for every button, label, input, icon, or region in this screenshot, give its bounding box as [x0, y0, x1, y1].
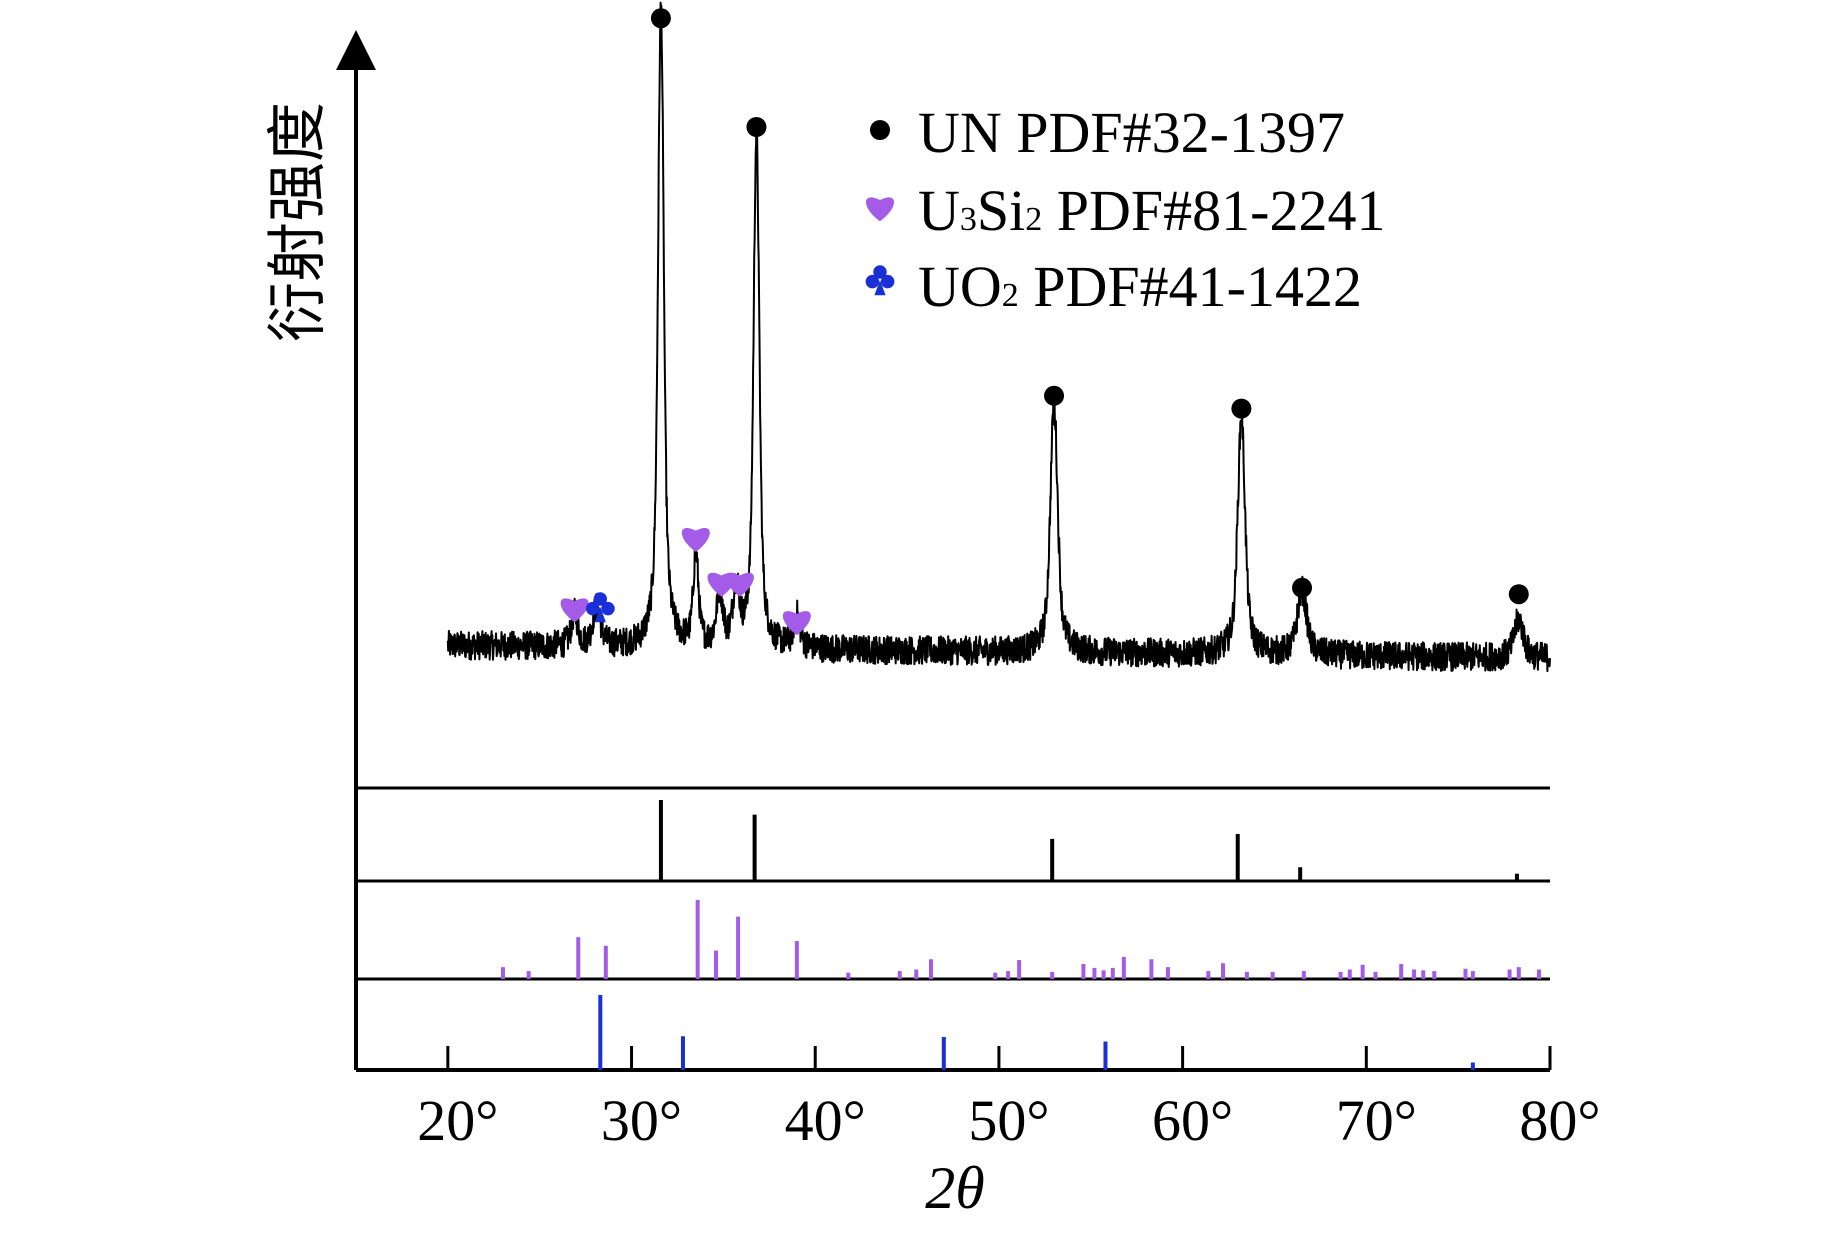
club-lobe — [865, 274, 880, 289]
x-tick-label: 70° — [1336, 1088, 1417, 1153]
legend-heart-icon — [865, 197, 895, 222]
x-tick-label: 50° — [968, 1088, 1049, 1153]
reference-pattern-2 — [500, 900, 1541, 979]
club-lobe — [593, 592, 608, 606]
x-tick-label: 40° — [785, 1088, 866, 1153]
measured-pattern — [446, 1, 1551, 673]
reference-pattern-3 — [598, 995, 1475, 1070]
legend-label-part: U — [918, 178, 960, 243]
legend-label: U3Si2 PDF#81-2241 — [918, 178, 1385, 243]
legend-label-part: UO — [918, 254, 1002, 319]
un-peak-marker — [650, 8, 671, 29]
club-lobe — [585, 601, 600, 616]
u3si2-peak-marker — [782, 611, 811, 636]
legend-label-part: Si — [977, 178, 1025, 243]
legend-label: UN PDF#32-1397 — [918, 100, 1345, 165]
u3si2-peak-marker — [681, 527, 710, 552]
peak-markers — [560, 8, 1529, 636]
legend-label-part: 2 — [1025, 201, 1042, 238]
legend-label-part: 3 — [960, 201, 977, 238]
x-tick-label: 30° — [601, 1088, 682, 1153]
reference-pattern-1 — [658, 800, 1519, 881]
x-ticks: 20° 30° 40° 50° 60° 70° 80° — [417, 1046, 1601, 1153]
club-stem — [874, 280, 886, 296]
legend-label-part: UN PDF#32-1397 — [918, 100, 1345, 165]
un-peak-marker — [1292, 577, 1313, 598]
legend-label-part: PDF#41-1422 — [1019, 254, 1362, 319]
legend-label-part: PDF#81-2241 — [1042, 178, 1385, 243]
un-peak-marker — [746, 117, 767, 137]
legend-label-part: 2 — [1002, 277, 1019, 314]
x-tick-label: 20° — [417, 1088, 498, 1153]
uo2-peak-marker — [585, 592, 615, 623]
club-lobe — [880, 274, 895, 289]
y-axis-arrow — [336, 30, 376, 70]
x-tick-label: 80° — [1519, 1088, 1600, 1153]
un-peak-marker — [1231, 398, 1252, 419]
legend-label: UO2 PDF#41-1422 — [918, 254, 1362, 319]
y-axis-label: 衍射强度 — [265, 102, 331, 342]
x-tick-label: 60° — [1152, 1088, 1233, 1153]
club-lobe — [873, 265, 887, 279]
x-axis-label: 2θ — [925, 1155, 984, 1221]
club-lobe — [601, 601, 615, 616]
legend-club-icon — [865, 265, 895, 296]
legend-circle-icon — [870, 120, 890, 140]
un-peak-marker — [1508, 584, 1529, 605]
u3si2-peak-marker — [725, 572, 754, 597]
un-peak-marker — [1044, 385, 1065, 406]
chart-axes — [336, 30, 1550, 1072]
reference-panels — [356, 786, 1550, 1070]
measured-pattern-line — [446, 1, 1551, 673]
club-stem — [594, 607, 606, 623]
u3si2-peak-marker — [560, 598, 589, 623]
